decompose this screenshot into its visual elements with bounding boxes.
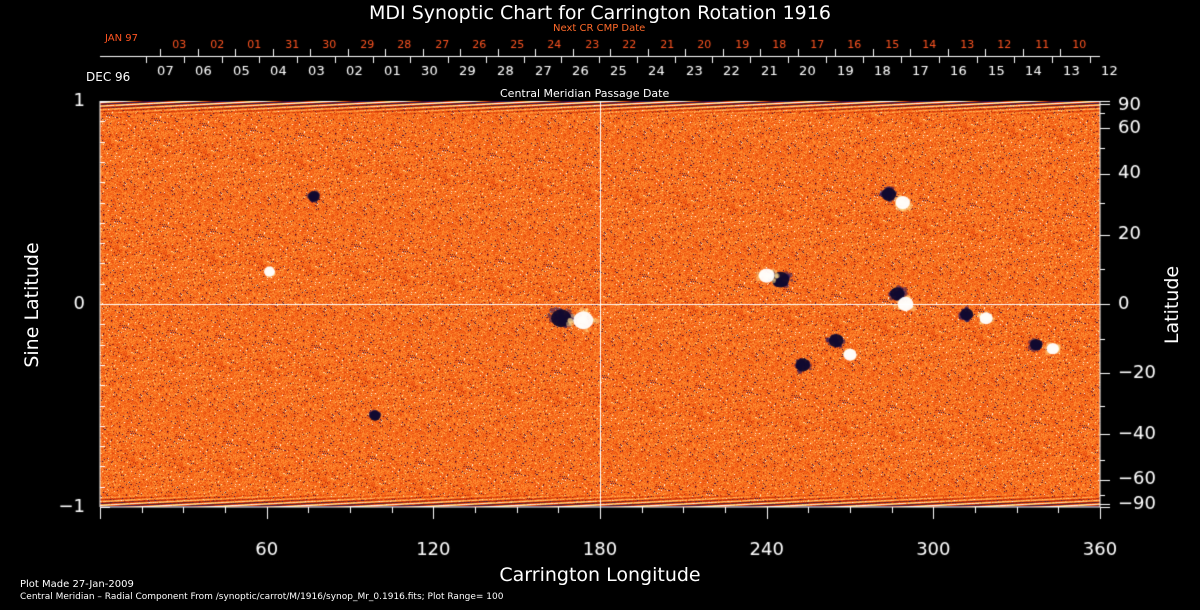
x-axis-label: Carrington Longitude — [499, 564, 701, 586]
cmp-axis-label: Central Meridian Passage Date — [500, 87, 670, 100]
y-axis-label: Sine Latitude — [21, 242, 43, 368]
plot-made-text: Plot Made 27-Jan-2009 — [20, 579, 134, 590]
chart-title: MDI Synoptic Chart for Carrington Rotati… — [369, 2, 831, 24]
y2-axis-label: Latitude — [1161, 265, 1183, 345]
next-cr-axis-label: Next CR CMP Date — [553, 23, 646, 34]
plot-description-text: Central Meridian – Radial Component From… — [20, 592, 504, 602]
cmp-start-label: DEC 96 — [86, 70, 131, 84]
next-cr-start-label: JAN 97 — [105, 33, 138, 44]
